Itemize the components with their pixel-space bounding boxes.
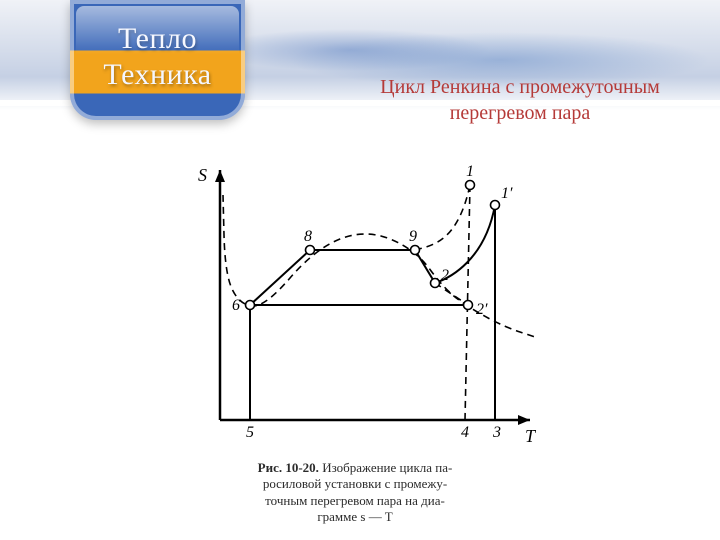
title-line2: перегревом пара bbox=[340, 100, 700, 126]
figure-caption: Рис. 10-20. Изображение цикла па- росило… bbox=[165, 460, 545, 525]
caption-l4: грамме s — T bbox=[165, 509, 545, 525]
point-label-9: 9 bbox=[409, 228, 417, 246]
badge-line1: Тепло bbox=[118, 22, 197, 56]
title-line1: Цикл Ренкина с промежуточным bbox=[340, 74, 700, 100]
diagram-container: ST 123456892′1′ Рис. 10-20. Изображение … bbox=[165, 155, 545, 525]
point-label-2p: 2′ bbox=[476, 301, 488, 319]
point-label-1: 1 bbox=[466, 163, 474, 181]
point-label-6: 6 bbox=[232, 297, 240, 315]
svg-text:T: T bbox=[525, 426, 537, 446]
point-label-3: 3 bbox=[493, 424, 501, 442]
point-label-5: 5 bbox=[246, 424, 254, 442]
caption-l2: росиловой установки с промежу- bbox=[165, 476, 545, 492]
logo-badge: Тепло Техника bbox=[70, 0, 245, 120]
point-label-8: 8 bbox=[304, 228, 312, 246]
caption-l1: Изображение цикла па- bbox=[322, 460, 452, 475]
point-label-1p: 1′ bbox=[501, 185, 513, 203]
point-label-2: 2 bbox=[441, 267, 449, 285]
badge-line2: Техника bbox=[103, 58, 211, 92]
svg-text:S: S bbox=[198, 165, 207, 185]
caption-prefix: Рис. 10-20. bbox=[258, 460, 319, 475]
ts-diagram: ST bbox=[165, 155, 545, 450]
caption-l3: точным перегревом пара на диа- bbox=[165, 493, 545, 509]
point-label-4: 4 bbox=[461, 424, 469, 442]
slide-title: Цикл Ренкина с промежуточным перегревом … bbox=[340, 74, 700, 126]
